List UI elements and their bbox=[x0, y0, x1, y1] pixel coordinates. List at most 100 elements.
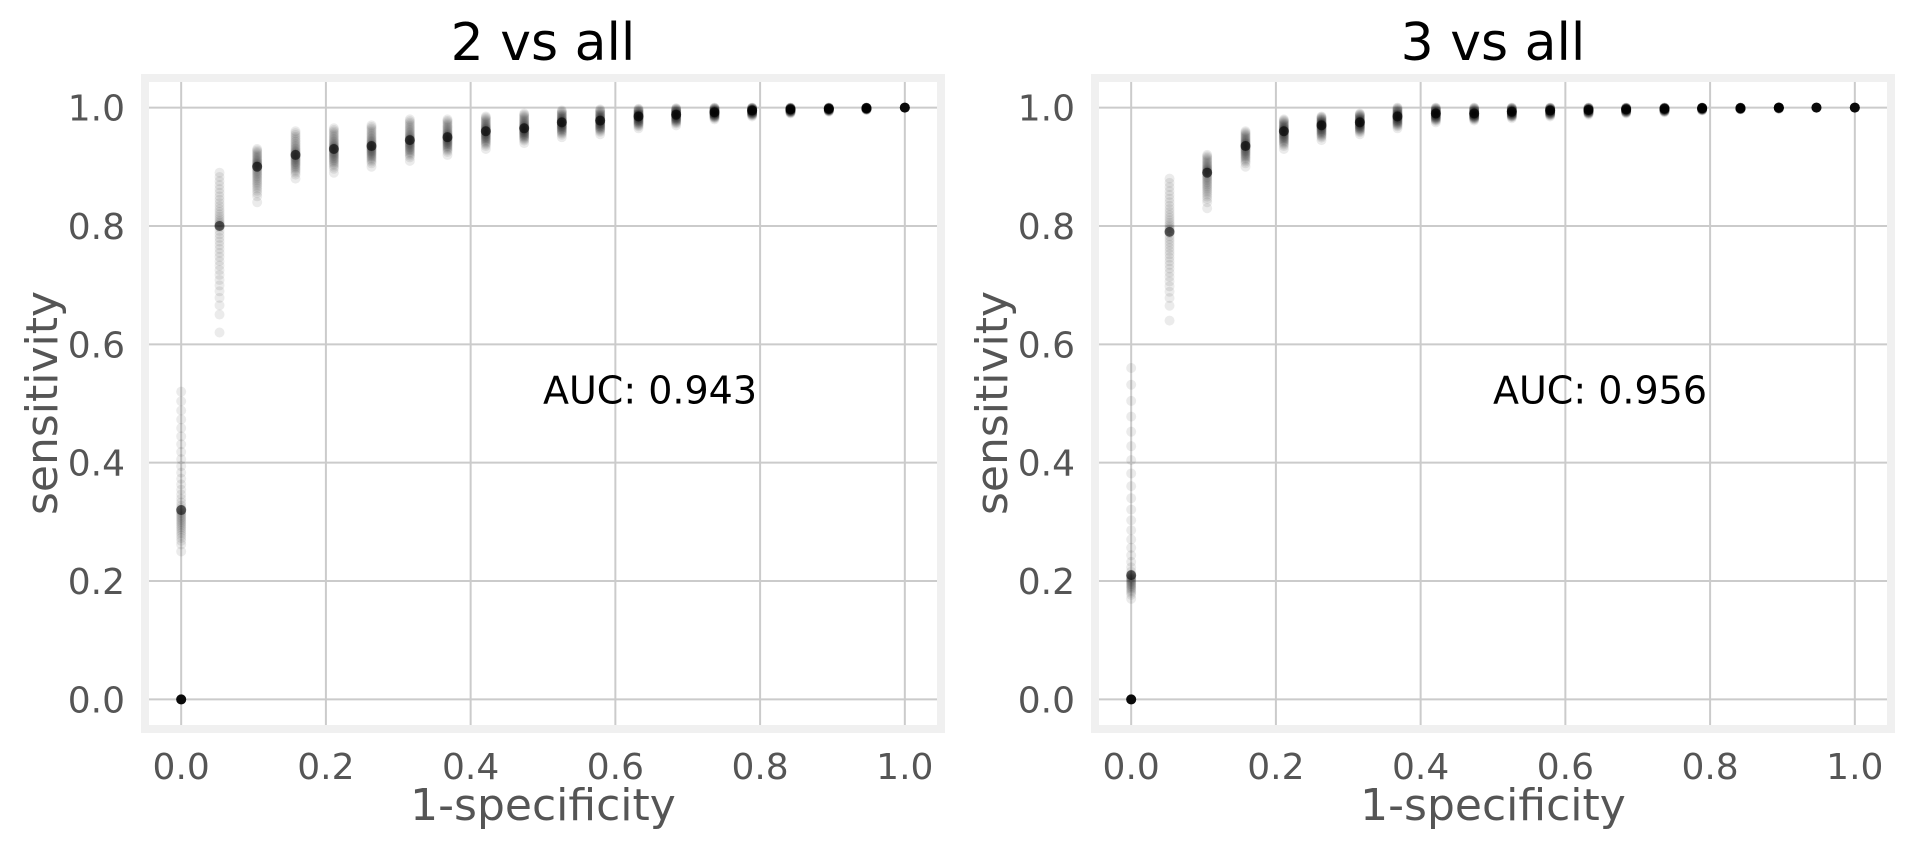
scatter-point bbox=[1126, 570, 1137, 581]
scatter-point bbox=[366, 161, 377, 172]
scatter-point bbox=[709, 114, 720, 125]
scatter-point bbox=[176, 414, 187, 425]
y-tick-label: 1.0 bbox=[68, 89, 125, 130]
x-tick-label: 0.8 bbox=[1681, 747, 1738, 788]
scatter-point bbox=[1126, 493, 1137, 504]
scatter-point bbox=[328, 153, 339, 164]
scatter-point bbox=[366, 129, 377, 140]
scatter-point bbox=[1316, 120, 1327, 131]
scatter-point bbox=[1164, 212, 1175, 223]
scatter-point bbox=[176, 396, 187, 407]
scatter-point bbox=[556, 124, 567, 135]
scatter-point bbox=[366, 147, 377, 158]
scatter-point bbox=[1126, 455, 1137, 466]
scatter-point bbox=[633, 121, 644, 132]
scatter-point bbox=[214, 211, 225, 222]
scatter-point bbox=[252, 181, 263, 192]
grid bbox=[1099, 82, 1887, 725]
y-tick-label: 0.0 bbox=[68, 680, 125, 721]
scatter-point bbox=[214, 204, 225, 215]
scatter-point bbox=[252, 161, 263, 172]
scatter-point bbox=[214, 206, 225, 217]
scatter-point bbox=[1240, 155, 1251, 166]
scatter-point bbox=[366, 148, 377, 159]
scatter-point bbox=[252, 173, 263, 184]
scatter-point bbox=[1202, 185, 1213, 196]
scatter-point bbox=[404, 146, 415, 157]
scatter-point bbox=[214, 184, 225, 195]
scatter-point bbox=[214, 309, 225, 320]
scatter-point bbox=[1202, 189, 1213, 200]
scatter-point bbox=[1392, 120, 1403, 131]
scatter-point bbox=[290, 157, 301, 168]
scatter-point bbox=[214, 198, 225, 209]
scatter-point bbox=[1240, 141, 1251, 152]
scatter-point bbox=[290, 141, 301, 152]
scatter-point bbox=[556, 107, 567, 118]
scatter-point bbox=[214, 292, 225, 303]
scatter-point bbox=[1164, 236, 1175, 247]
scatter-point bbox=[176, 479, 187, 490]
y-tick-label: 0.6 bbox=[68, 325, 125, 366]
scatter-point bbox=[214, 229, 225, 240]
scatter-point bbox=[671, 118, 682, 129]
scatter-point bbox=[290, 156, 301, 167]
scatter-point bbox=[252, 191, 263, 202]
scatter-point bbox=[595, 108, 606, 119]
x-tick-label: 0.0 bbox=[153, 747, 210, 788]
y-axis-label: sensitivity bbox=[17, 291, 68, 515]
scatter-point bbox=[290, 167, 301, 178]
scatter-point bbox=[366, 141, 377, 152]
scatter-point bbox=[1164, 207, 1175, 218]
scatter-point bbox=[480, 111, 491, 122]
scatter-point bbox=[328, 128, 339, 139]
scatter-point bbox=[1164, 197, 1175, 208]
scatter-point bbox=[1240, 147, 1251, 158]
scatter-point bbox=[1126, 562, 1137, 573]
scatter-point bbox=[328, 156, 339, 167]
scatter-point bbox=[1164, 271, 1175, 282]
x-tick-label: 0.4 bbox=[442, 747, 499, 788]
scatter-point bbox=[252, 150, 263, 161]
scatter-point bbox=[1392, 121, 1403, 132]
scatter-point bbox=[404, 127, 415, 138]
scatter-point bbox=[404, 135, 415, 146]
scatter-point bbox=[1126, 556, 1137, 567]
scatter-point bbox=[480, 126, 491, 137]
scatter-point bbox=[1126, 589, 1137, 600]
scatter-point bbox=[1545, 105, 1556, 116]
scatter-point bbox=[1240, 151, 1251, 162]
scatter-point bbox=[1164, 233, 1175, 244]
scatter-point bbox=[1316, 130, 1327, 141]
scatter-point bbox=[1202, 179, 1213, 190]
scatter-point bbox=[252, 148, 263, 159]
scatter-point bbox=[176, 405, 187, 416]
scatter-point bbox=[480, 118, 491, 129]
scatter-point bbox=[290, 165, 301, 176]
scatter-point bbox=[404, 145, 415, 156]
scatter-point bbox=[442, 123, 453, 134]
scatter-point bbox=[290, 130, 301, 141]
scatter-point bbox=[404, 149, 415, 160]
scatter-point bbox=[1164, 286, 1175, 297]
scatter-point bbox=[442, 132, 453, 143]
scatter-point bbox=[1240, 130, 1251, 141]
roc-panel-2-vs-all: 0.0 0.2 0.4 0.6 0.8 1.0 0.0 0.2 0.4 0.6 0.8 1.0 2 … bbox=[17, 13, 945, 831]
roc-panel-3-vs-all: 0.0 0.2 0.4 0.6 0.8 1.0 0.0 0.2 0.4 0.6 0.8 1.0 3 … bbox=[967, 13, 1895, 831]
scatter-point bbox=[1278, 135, 1289, 146]
scatter-point bbox=[1240, 161, 1251, 172]
scatter-point bbox=[328, 154, 339, 165]
scatter-point bbox=[1278, 139, 1289, 150]
scatter-point bbox=[214, 232, 225, 243]
x-tick-label: 0.2 bbox=[1247, 747, 1304, 788]
scatter-point bbox=[252, 179, 263, 190]
scatter-point bbox=[1126, 577, 1137, 588]
scatter-point bbox=[1392, 103, 1403, 114]
scatter-point bbox=[252, 178, 263, 189]
scatter-point bbox=[1164, 239, 1175, 250]
y-tick-label: 0.8 bbox=[1018, 207, 1075, 248]
scatter-point bbox=[252, 176, 263, 187]
scatter-point bbox=[480, 134, 491, 145]
auc-annotation: AUC: 0.943 bbox=[543, 369, 757, 413]
scatter-point bbox=[1126, 593, 1137, 604]
